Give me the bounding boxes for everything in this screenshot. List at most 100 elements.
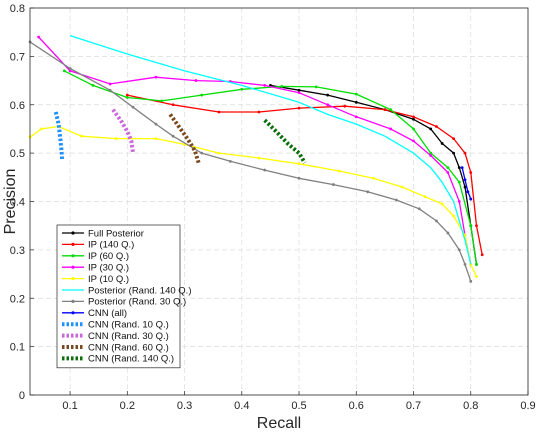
data-point [463, 178, 467, 182]
x-tick-label: 0.2 [120, 400, 135, 412]
data-point [452, 214, 455, 218]
series-11 [263, 118, 307, 164]
data-point [463, 185, 467, 189]
data-point [91, 84, 95, 87]
series-line [263, 118, 307, 164]
data-point [40, 127, 43, 131]
series-9 [111, 108, 135, 154]
series-8 [53, 111, 65, 161]
series-line [53, 111, 65, 161]
data-point [354, 115, 358, 119]
data-point [466, 190, 470, 194]
data-point [280, 84, 284, 88]
series-6 [28, 40, 473, 283]
legend-item: CNN (Rand. 140 Q.) [62, 354, 174, 365]
data-point [331, 183, 335, 186]
x-tick-label: 0.5 [291, 400, 306, 412]
data-point [326, 93, 330, 97]
data-point [463, 262, 467, 266]
legend-label: Posterior (Rand. 140 Q.) [88, 285, 192, 296]
legend-marker [71, 231, 75, 235]
data-point [314, 85, 318, 89]
data-point [394, 198, 398, 202]
legend-marker [71, 277, 75, 281]
data-point [194, 79, 198, 82]
data-point [68, 69, 72, 73]
legend-label: CNN (Rand. 10 Q.) [88, 320, 169, 331]
data-point [469, 279, 473, 283]
data-point [475, 275, 478, 278]
series-line [461, 167, 472, 200]
data-point [446, 166, 450, 170]
data-point [154, 122, 158, 126]
data-point [125, 93, 129, 97]
data-point [257, 156, 261, 160]
data-point [257, 110, 261, 114]
legend-label: IP (10 Q.) [88, 274, 129, 285]
data-point [217, 151, 221, 155]
data-point [475, 262, 478, 266]
data-point [469, 171, 473, 174]
y-tick-label: 0.5 [10, 148, 25, 160]
legend-item: IP (30 Q.) [62, 263, 129, 274]
legend-item: CNN (Rand. 10 Q.) [62, 320, 169, 331]
data-point [297, 176, 301, 180]
data-point [412, 115, 415, 119]
data-point [457, 166, 461, 170]
data-point [475, 224, 478, 228]
data-point [171, 134, 175, 138]
data-point [263, 168, 267, 172]
data-point [423, 195, 427, 199]
data-point [37, 35, 40, 39]
x-tick-label: 0.8 [463, 400, 478, 412]
data-point [108, 88, 112, 92]
legend-box [56, 224, 181, 369]
legend-item: IP (10 Q.) [62, 274, 129, 285]
x-tick-label: 0.9 [520, 400, 535, 412]
series-layer [28, 34, 484, 283]
data-point [412, 139, 415, 143]
data-point [446, 231, 450, 235]
data-point [240, 87, 244, 91]
x-tick-label: 0.3 [177, 400, 192, 412]
data-point [160, 99, 164, 103]
series-line [64, 70, 478, 265]
series-line [69, 34, 472, 265]
series-5 [69, 34, 472, 265]
legend-label: IP (140 Q.) [88, 240, 134, 251]
y-tick-label: 0.3 [10, 245, 25, 257]
series-10 [168, 113, 201, 165]
legend-item: Posterior (Rand. 140 Q.) [62, 285, 192, 296]
y-tick-label: 0.4 [10, 197, 25, 209]
legend-item: CNN (Rand. 30 Q.) [62, 331, 169, 342]
data-point [452, 151, 455, 155]
data-point [457, 180, 461, 184]
legend-label: CNN (Rand. 60 Q.) [88, 342, 169, 353]
legend-marker [71, 265, 75, 269]
x-tick-label: 0.1 [62, 400, 77, 412]
series-7 [460, 166, 473, 201]
data-point [469, 224, 473, 228]
legend-label: CNN (Rand. 30 Q.) [88, 331, 169, 342]
data-point [125, 96, 129, 99]
legend-label: IP (30 Q.) [88, 263, 129, 274]
y-axis-ticks: 0 0.1 0.2 0.3 0.4 0.5 0.6 0.7 0.8 [10, 3, 34, 402]
x-axis-ticks: 0.1 0.2 0.3 0.4 0.5 0.6 0.7 0.8 0.9 [62, 391, 536, 412]
data-point [68, 67, 72, 70]
data-point [435, 125, 438, 128]
data-point [383, 108, 387, 111]
data-point [131, 105, 135, 109]
y-tick-label: 0.2 [10, 293, 25, 305]
y-tick-label: 0 [19, 390, 25, 402]
legend-marker [71, 299, 75, 303]
legend-item: Full Posterior [62, 228, 144, 239]
data-point [446, 171, 450, 174]
legend-item: IP (60 Q.) [62, 251, 129, 262]
x-tick-label: 0.4 [234, 400, 249, 412]
data-point [417, 207, 421, 211]
data-point [337, 169, 341, 173]
data-point [463, 151, 467, 155]
data-point [114, 137, 118, 141]
